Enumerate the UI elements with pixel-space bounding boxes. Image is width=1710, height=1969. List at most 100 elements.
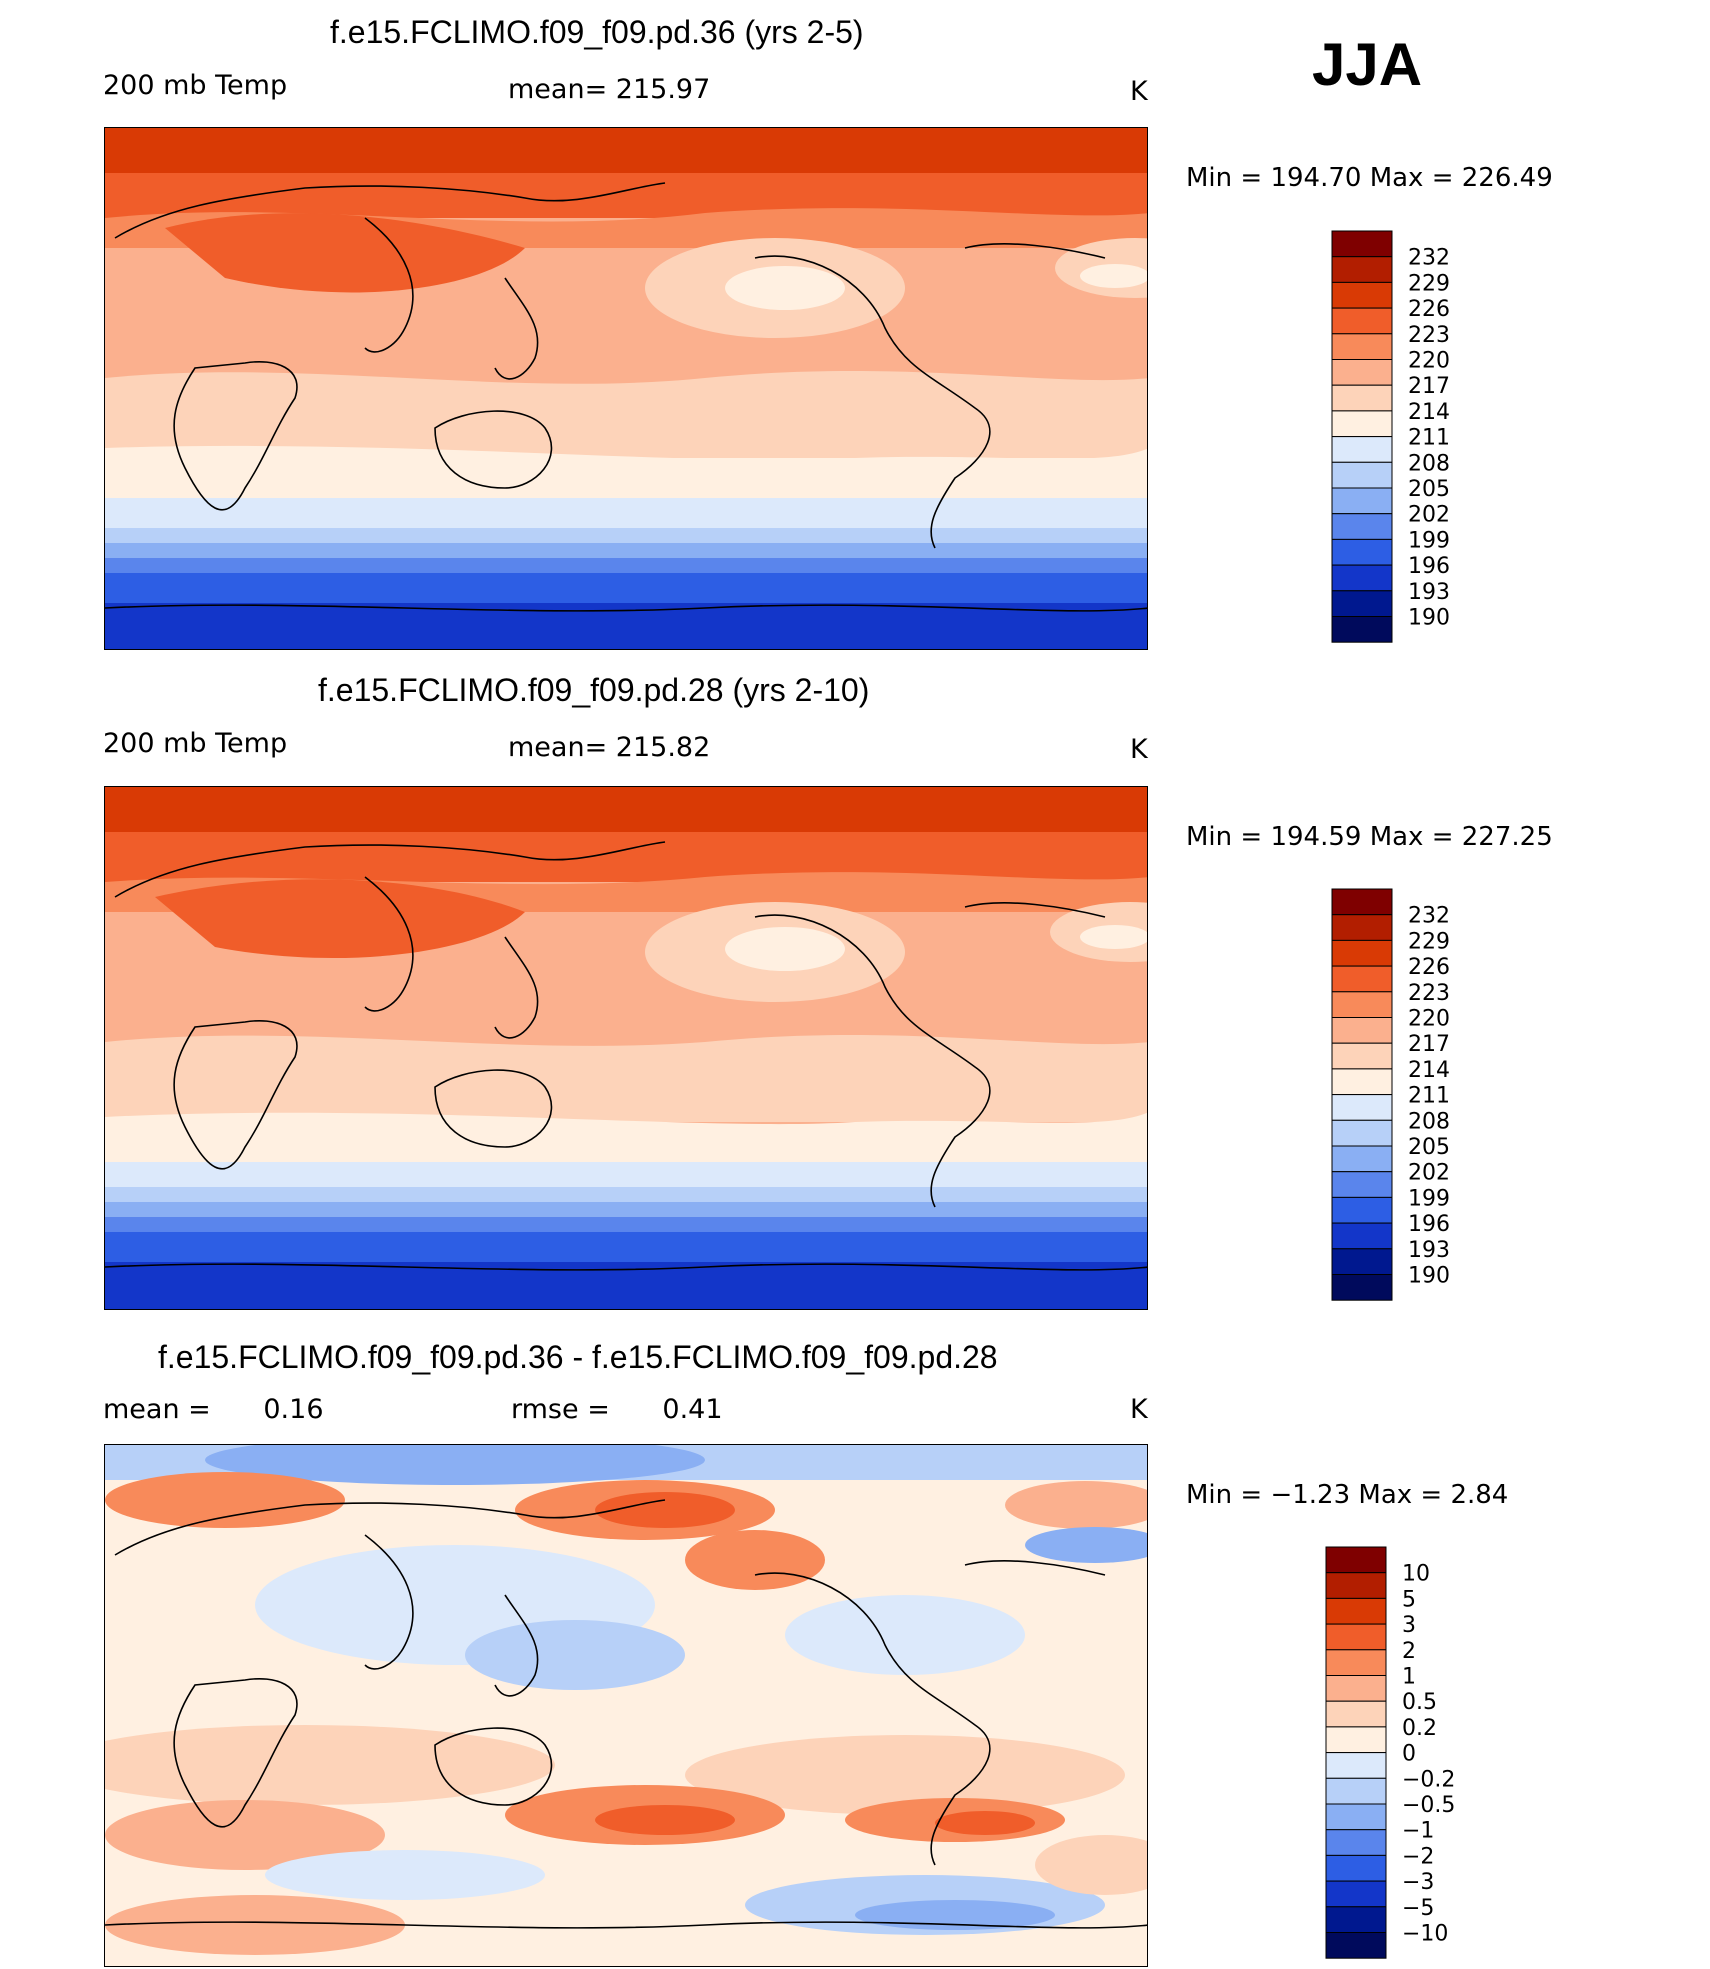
panel2-colorbar: 232 229 226 223 220 217 214 211 208 205 202 199 196 1… — [1330, 887, 1530, 1311]
panel2-colorbar-box-7 — [1331, 1068, 1393, 1096]
panel1-colorbar-label: 220 — [1408, 349, 1450, 374]
panel3-colorbar-box-1 — [1325, 1572, 1387, 1599]
panel3-colorbar-label: 10 — [1402, 1562, 1430, 1587]
panel1-colorbar-box-6 — [1331, 384, 1393, 412]
panel1-stat-value: 215.97 — [615, 74, 711, 105]
panel1-colorbar-label: 208 — [1408, 451, 1450, 476]
panel1-map — [104, 127, 1148, 650]
panel2-map-svg — [105, 787, 1147, 1309]
panel1-colorbar-box-8 — [1331, 436, 1393, 463]
panel3-colorbar-box-12 — [1325, 1854, 1387, 1882]
panel2-mean-label: mean= 215.82 — [508, 732, 710, 763]
panel3-colorbar-label: 5 — [1402, 1587, 1416, 1612]
panel1-colorbar-label: 196 — [1408, 554, 1450, 579]
panel3-colorbar-box-4 — [1325, 1649, 1387, 1677]
panel2-field-label: 200 mb Temp — [103, 728, 288, 759]
panel1-title: f.e15.FCLIMO.f09_f09.pd.36 (yrs 2-5) — [330, 14, 864, 50]
panel1-colorbar-box-3 — [1331, 307, 1393, 335]
panel1-colorbar-label: 199 — [1408, 528, 1450, 553]
panel2-colorbar-label: 196 — [1408, 1212, 1450, 1237]
panel1-colorbar-label: 190 — [1408, 606, 1450, 631]
panel2-colorbar-label: 211 — [1408, 1084, 1450, 1109]
panel1-colorbar-box-14 — [1331, 590, 1393, 617]
panel3-colorbar-box-8 — [1325, 1752, 1387, 1779]
panel3-colorbar: 10 5 3 2 1 0.5 0.2 0 −0.2 −0.5 −1 −2 −3 −5 −10 — [1324, 1545, 1524, 1969]
panel2-title: f.e15.FCLIMO.f09_f09.pd.28 (yrs 2-10) — [318, 672, 870, 708]
panel1-colorbar-label: 229 — [1408, 271, 1450, 296]
panel1-colorbar-label: 223 — [1408, 323, 1450, 348]
panel3-colorbar-box-6 — [1325, 1700, 1387, 1728]
panel3-units: K — [1130, 1394, 1148, 1425]
panel1-colorbar-label: 226 — [1408, 297, 1450, 322]
panel3-colorbar-label: −3 — [1402, 1870, 1434, 1895]
panel2-colorbar-box-12 — [1331, 1196, 1393, 1224]
panel2-colorbar-label: 226 — [1408, 955, 1450, 980]
panel1-colorbar-box-12 — [1331, 538, 1393, 566]
panel2-colorbar-label: 232 — [1408, 904, 1450, 929]
panel1-minmax: Min = 194.70 Max = 226.49 — [1186, 163, 1553, 193]
panel3-stat-value: 0.41 — [662, 1394, 723, 1425]
panel3-rmse: rmse = 0.41 — [511, 1394, 723, 1425]
panel3-colorbar-label: 0.5 — [1402, 1690, 1437, 1715]
panel1-colorbar-label: 202 — [1408, 503, 1450, 528]
panel3-colorbar-box-13 — [1325, 1880, 1387, 1908]
panel2-colorbar-box-3 — [1331, 965, 1393, 993]
panel3-colorbar-box-10 — [1325, 1803, 1387, 1831]
panel2-colorbar-label: 229 — [1408, 929, 1450, 954]
panel2-minmax: Min = 194.59 Max = 227.25 — [1186, 822, 1553, 852]
panel1-colorbar-svg: 2322292262232202172142112082052021991961… — [1331, 230, 1450, 643]
panel2-colorbar-label: 220 — [1408, 1007, 1450, 1032]
panel2-colorbar-box-8 — [1331, 1094, 1393, 1121]
panel3-field-label: mean = — [103, 1394, 211, 1425]
panel3-colorbar-label: 0.2 — [1402, 1716, 1437, 1741]
panel3-colorbar-label: −2 — [1402, 1844, 1434, 1869]
panel2-colorbar-label: 190 — [1408, 1264, 1450, 1289]
panel2-colorbar-box-10 — [1331, 1145, 1393, 1173]
panel3-colorbar-label: −0.5 — [1402, 1793, 1455, 1818]
panel1-colorbar-box-10 — [1331, 487, 1393, 515]
panel2-units: K — [1130, 734, 1148, 765]
panel2-colorbar-label: 223 — [1408, 981, 1450, 1006]
panel3-map — [104, 1444, 1148, 1967]
panel1-colorbar-box-5 — [1331, 359, 1393, 386]
panel2-colorbar-box-0 — [1331, 888, 1393, 916]
panel1-colorbar-box-4 — [1331, 333, 1393, 361]
panel1-map-svg — [105, 128, 1147, 649]
panel2-colorbar-box-6 — [1331, 1042, 1393, 1070]
panel1-colorbar-box-13 — [1331, 564, 1393, 592]
panel3-colorbar-label: −0.2 — [1402, 1767, 1455, 1792]
panel1-colorbar-box-1 — [1331, 256, 1393, 283]
panel1-colorbar-box-9 — [1331, 461, 1393, 489]
panel3-colorbar-box-2 — [1325, 1597, 1387, 1625]
panel3-colorbar-box-9 — [1325, 1777, 1387, 1805]
panel3-minmax: Min = −1.23 Max = 2.84 — [1186, 1480, 1509, 1510]
panel3-colorbar-box-15 — [1325, 1932, 1387, 1959]
panel3-colorbar-label: −10 — [1402, 1922, 1448, 1947]
panel3-colorbar-box-14 — [1325, 1906, 1387, 1933]
panel3-colorbar-label: 1 — [1402, 1665, 1416, 1690]
panel1-colorbar-label: 232 — [1408, 246, 1450, 271]
panel2-colorbar-label: 199 — [1408, 1186, 1450, 1211]
panel3-colorbar-box-7 — [1325, 1726, 1387, 1754]
panel1-colorbar-label: 205 — [1408, 477, 1450, 502]
panel2-colorbar-box-14 — [1331, 1248, 1393, 1275]
panel2-colorbar-label: 205 — [1408, 1135, 1450, 1160]
panel3-colorbar-label: 0 — [1402, 1742, 1416, 1767]
panel3-title: f.e15.FCLIMO.f09_f09.pd.36 - f.e15.FCLIM… — [158, 1339, 998, 1375]
panel1-colorbar-box-7 — [1331, 410, 1393, 438]
panel2-colorbar-label: 202 — [1408, 1161, 1450, 1186]
panel2-colorbar-box-11 — [1331, 1171, 1393, 1198]
panel3-map-svg — [105, 1445, 1147, 1966]
panel2-colorbar-box-15 — [1331, 1274, 1393, 1301]
panel3-colorbar-label: 3 — [1402, 1613, 1416, 1638]
panel3-colorbar-label: 2 — [1402, 1639, 1416, 1664]
panel1-stat-label: mean= — [508, 74, 608, 105]
panel1-colorbar-box-2 — [1331, 281, 1393, 309]
panel3-colorbar-box-11 — [1325, 1829, 1387, 1856]
season-label: JJA — [1312, 31, 1423, 98]
panel2-colorbar-box-5 — [1331, 1017, 1393, 1044]
panel2-colorbar-box-2 — [1331, 939, 1393, 967]
panel2-stat-label: mean= — [508, 732, 608, 763]
panel2-colorbar-label: 193 — [1408, 1238, 1450, 1263]
